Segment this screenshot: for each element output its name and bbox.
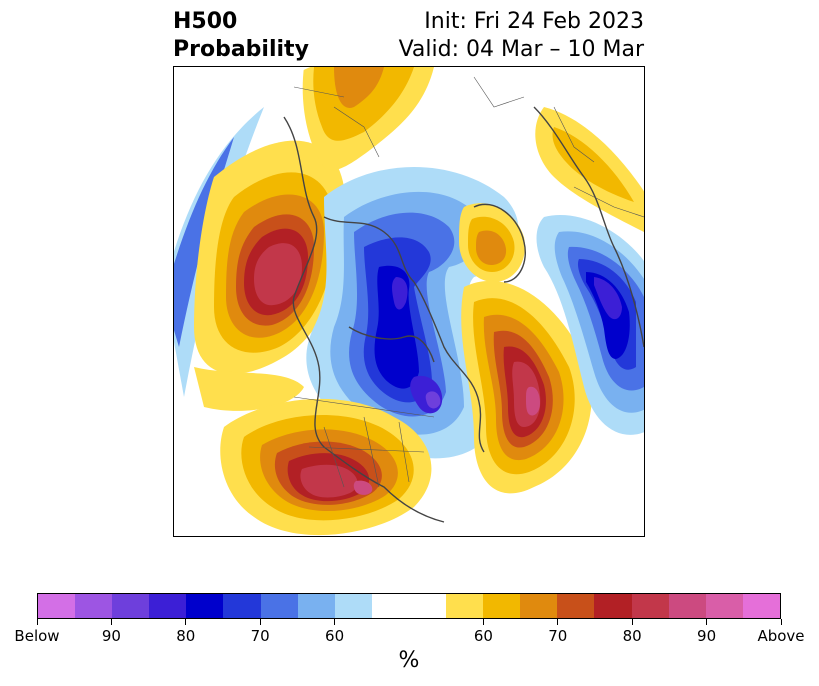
colorbar-tick-label: 70 (250, 627, 270, 645)
colorbar-swatch (446, 594, 484, 618)
colorbar-tick-label: 60 (325, 627, 345, 645)
colorbar (37, 593, 781, 619)
colorbar-swatch (38, 594, 76, 618)
colorbar-tick-label: 70 (548, 627, 568, 645)
colorbar-tick (36, 619, 38, 625)
colorbar-swatch (520, 594, 558, 618)
colorbar-tick-label: Above (757, 627, 805, 645)
map-panel (173, 66, 645, 537)
colorbar-swatch (668, 594, 706, 618)
political-boundaries (293, 76, 644, 488)
colorbar-tick (185, 619, 187, 625)
init-time: Init: Fri 24 Feb 2023 (424, 9, 644, 34)
colorbar-swatch (408, 594, 447, 618)
colorbar-swatch (112, 594, 150, 618)
title-product: Probability (173, 37, 309, 62)
colorbar-swatch (75, 594, 113, 618)
colorbar-tick (557, 619, 559, 625)
colorbar-tick (780, 619, 782, 625)
colorbar-tick-label: 90 (101, 627, 121, 645)
colorbar-swatch (742, 594, 780, 618)
colorbar-units: % (398, 648, 420, 673)
colorbar-swatch (483, 594, 521, 618)
colorbar-tick-label: Below (14, 627, 60, 645)
colorbar-swatch (223, 594, 261, 618)
colorbar-tick-label: 90 (697, 627, 717, 645)
valid-period: Valid: 04 Mar – 10 Mar (398, 37, 644, 62)
colorbar-tick (482, 619, 484, 625)
title-variable: H500 (173, 9, 238, 34)
colorbar-tick-label: 80 (622, 627, 642, 645)
colorbar-tick (110, 619, 112, 625)
colorbar-swatch (594, 594, 632, 618)
probability-map (174, 67, 644, 536)
colorbar-swatch (705, 594, 743, 618)
colorbar-swatch (260, 594, 298, 618)
colorbar-swatch (334, 594, 372, 618)
colorbar-swatch (186, 594, 224, 618)
chart-title-right: Init: Fri 24 Feb 2023 Valid: 04 Mar – 10… (399, 8, 644, 64)
colorbar-swatch (371, 594, 409, 618)
colorbar-tick-label: 60 (473, 627, 493, 645)
colorbar-tick (706, 619, 708, 625)
colorbar-swatch (149, 594, 187, 618)
colorbar-tick (631, 619, 633, 625)
colorbar-tick (334, 619, 336, 625)
colorbar-swatch (557, 594, 595, 618)
colorbar-tick (259, 619, 261, 625)
probability-shading (174, 67, 644, 536)
colorbar-swatch (631, 594, 669, 618)
coastlines (283, 106, 644, 523)
chart-title-left: H500 Probability (173, 8, 309, 64)
colorbar-tick-label: 80 (176, 627, 196, 645)
colorbar-swatch (297, 594, 335, 618)
